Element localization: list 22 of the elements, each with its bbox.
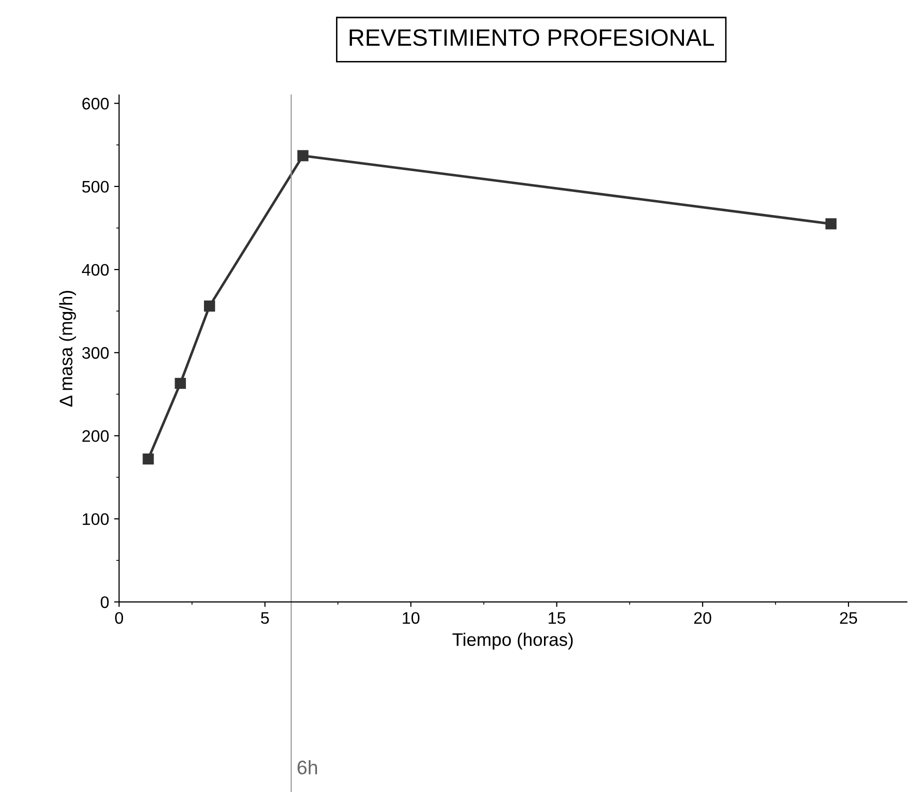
y-axis-title: Δ masa (mg/h)	[59, 290, 76, 407]
y-tick-label: 500	[82, 180, 109, 193]
y-tick-label: 100	[82, 513, 109, 526]
ref-line-label: 6h	[298, 760, 317, 774]
x-tick-label: 0	[115, 612, 124, 624]
point	[825, 218, 837, 230]
x-tick-label: 5	[260, 612, 269, 624]
y-tick-label: 300	[82, 347, 109, 359]
x-tick-label: 20	[694, 612, 712, 624]
x-tick-label: 10	[402, 612, 420, 624]
y-tick-label: 200	[82, 430, 109, 442]
y-tick-label: 400	[82, 264, 109, 276]
y-tick-label: 600	[82, 98, 109, 110]
point	[142, 453, 154, 465]
y-tick-label: 0	[100, 596, 109, 608]
x-tick-label: 15	[548, 612, 566, 624]
point	[204, 300, 216, 312]
chart-title: REVESTIMIENTO PROFESIONAL	[350, 29, 714, 46]
x-tick-label: 25	[840, 612, 858, 624]
point	[174, 378, 186, 389]
x-axis-title: Tiempo (horas)	[452, 632, 573, 650]
point	[297, 150, 308, 162]
